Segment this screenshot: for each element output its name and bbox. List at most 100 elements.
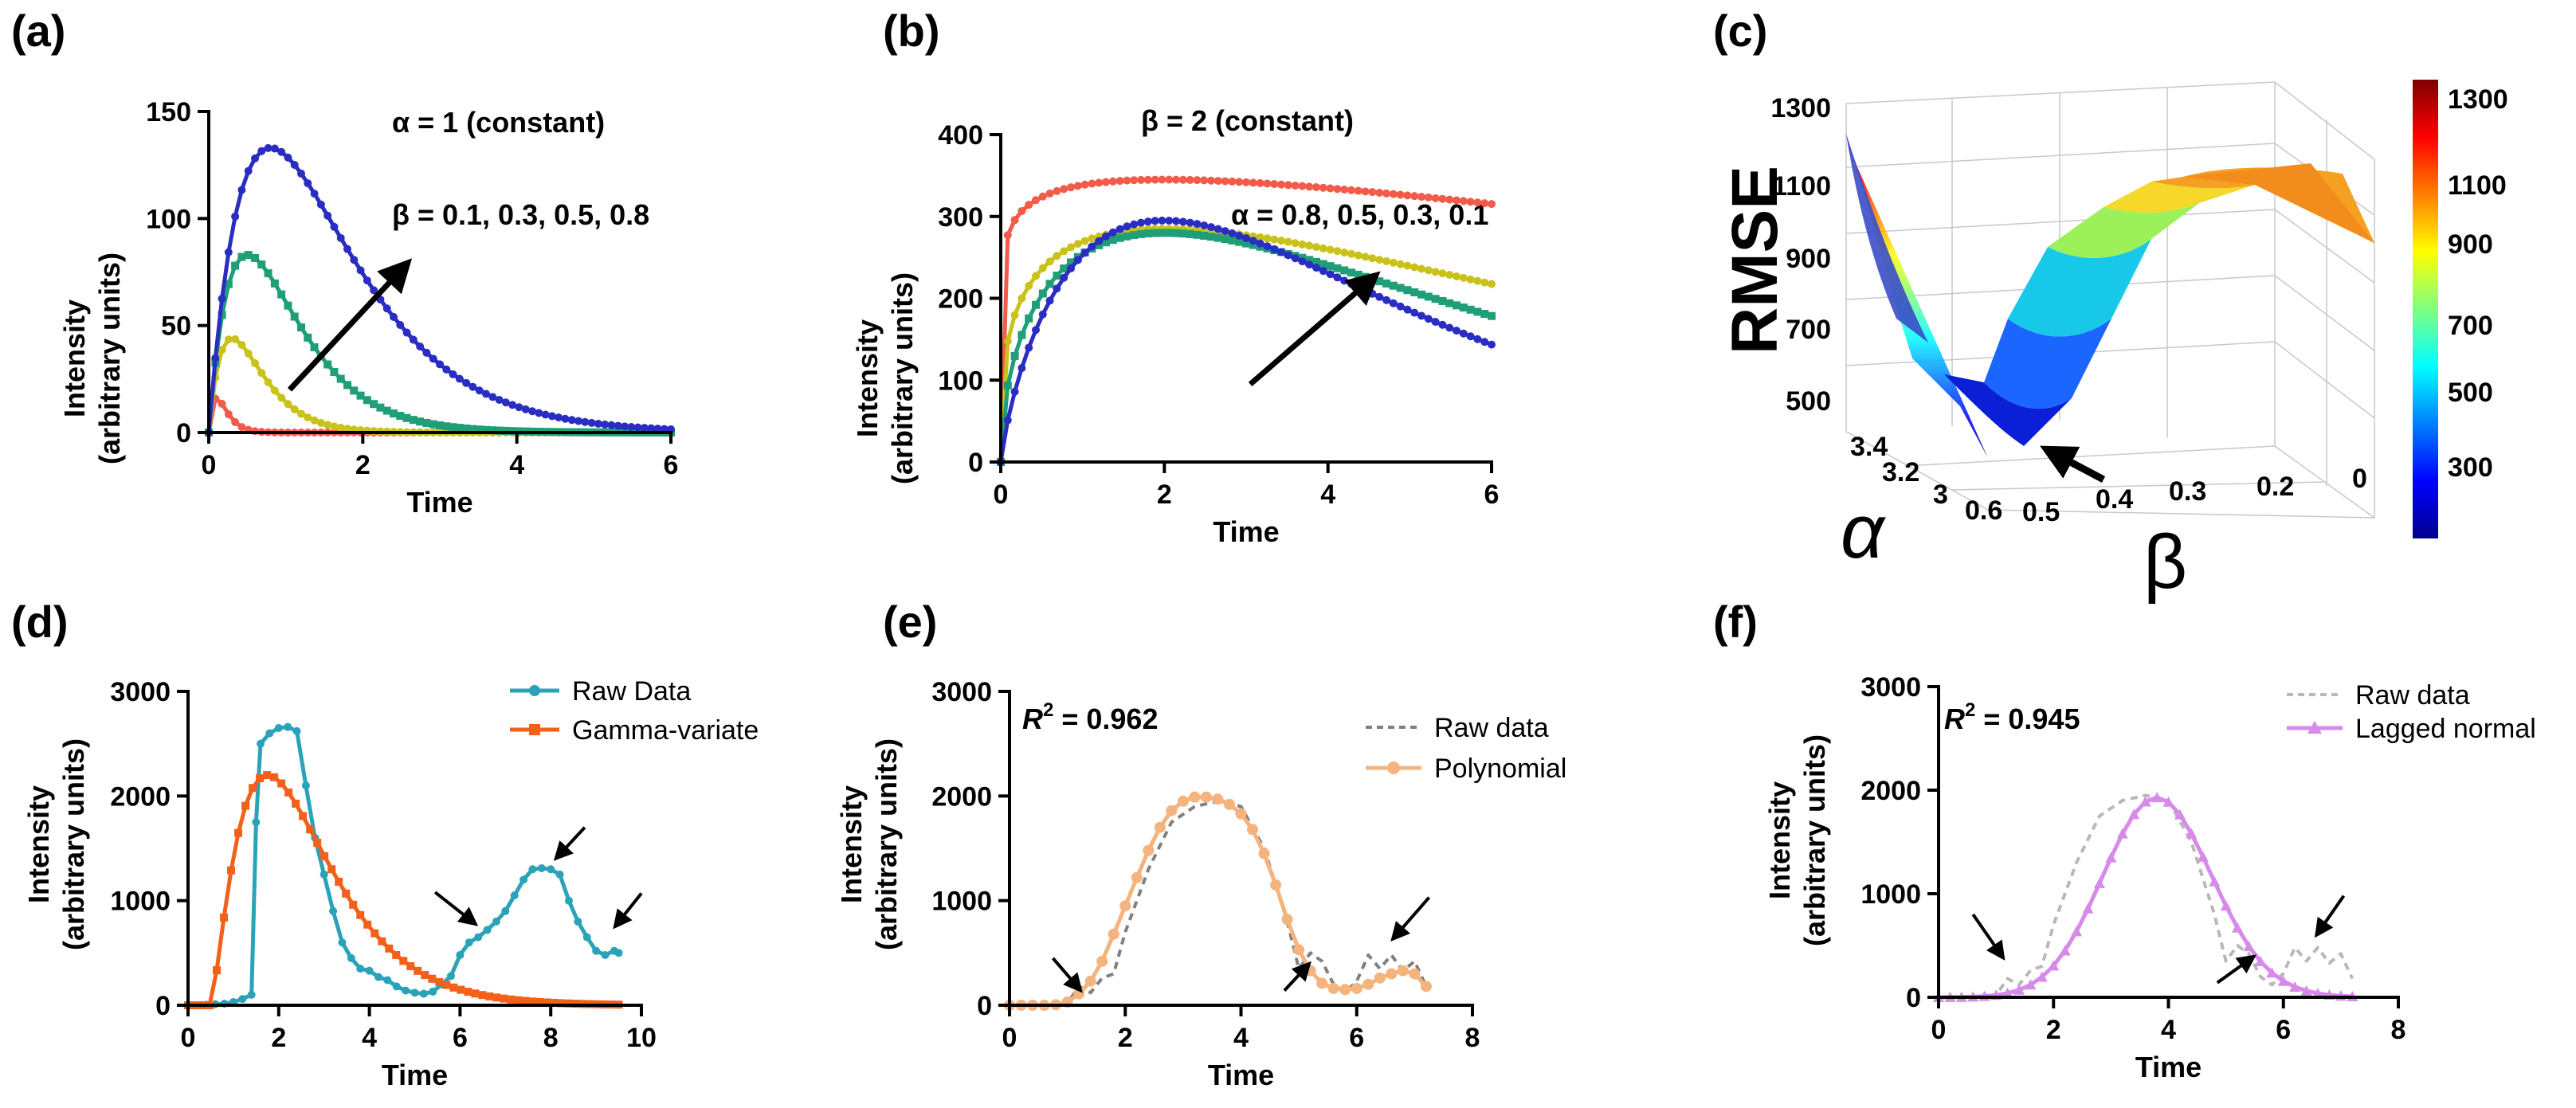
data-point-b-2-23 <box>1158 229 1166 237</box>
data-point-b-1-44 <box>1305 241 1314 250</box>
data-point-d-1-26 <box>371 929 379 938</box>
data-point-a-3-65 <box>633 423 642 432</box>
data-point-b-1-59 <box>1410 263 1419 272</box>
x-tick-label-f-0: 0 <box>1931 1015 1947 1045</box>
data-point-b-1-39 <box>1270 235 1279 244</box>
data-point-d-0-49 <box>614 949 623 957</box>
data-point-b-0-24 <box>1165 175 1174 184</box>
data-point-b-3-4 <box>1025 343 1033 352</box>
annotation-a-2: β = 0.1, 0.3, 0.5, 0.8 <box>392 198 649 231</box>
data-point-b-3-25 <box>1172 217 1180 225</box>
y-axis-subtitle-b: (arbitrary units) <box>886 272 919 484</box>
y-tick-label-f-3: 3000 <box>1860 672 1921 703</box>
panel-label-c: (c) <box>1713 6 1767 56</box>
data-point-b-0-45 <box>1312 183 1320 192</box>
data-point-d-0-37 <box>510 891 519 900</box>
data-point-b-0-36 <box>1249 178 1257 187</box>
series-line-f-1 <box>1938 795 2353 1000</box>
data-point-b-3-58 <box>1403 305 1412 314</box>
data-point-b-0-26 <box>1178 175 1187 184</box>
surface-patch-1 <box>1984 319 2111 409</box>
data-point-a-3-58 <box>587 418 596 427</box>
data-point-b-0-64 <box>1445 195 1454 204</box>
data-point-a-3-46 <box>508 401 517 409</box>
annotation-b-2: α = 0.8, 0.5, 0.3, 0.1 <box>1231 198 1488 231</box>
data-point-b-0-63 <box>1438 194 1447 203</box>
x-tick-label-a-2: 4 <box>509 450 524 480</box>
data-point-d-1-42 <box>485 992 494 1000</box>
y-tick-label-d-2: 2000 <box>110 781 171 812</box>
data-point-b-3-15 <box>1102 232 1110 241</box>
data-point-f-1-22 <box>2186 828 2198 839</box>
data-point-d-1-31 <box>406 961 415 970</box>
data-point-d-1-39 <box>464 988 472 996</box>
data-point-d-1-51 <box>550 998 559 1007</box>
data-point-d-1-24 <box>356 910 365 919</box>
y-tick-label-e-1: 1000 <box>931 887 992 917</box>
data-point-d-1-13 <box>277 779 286 788</box>
data-point-b-3-26 <box>1178 217 1187 226</box>
legend-marker-gamma-d <box>529 724 540 735</box>
data-point-f-1-31 <box>2289 981 2301 992</box>
data-point-d-0-43 <box>564 896 573 905</box>
data-point-d-1-20 <box>327 865 336 874</box>
alpha-tick-0.6: 0.6 <box>1965 495 2002 526</box>
data-point-a-3-42 <box>482 390 490 398</box>
data-point-a-3-62 <box>614 421 622 430</box>
data-point-a-3-23 <box>356 266 365 275</box>
data-point-b-2-57 <box>1396 284 1405 292</box>
data-point-b-0-29 <box>1200 176 1209 185</box>
legend-marker-lagged-f <box>2307 721 2322 734</box>
data-point-f-1-28 <box>2254 955 2266 966</box>
data-point-d-1-11 <box>263 771 272 780</box>
surface-patch-6 <box>2183 163 2374 243</box>
x-tick-label-d-0: 0 <box>181 1023 196 1053</box>
x-tick-label-d-1: 2 <box>271 1023 286 1053</box>
series-line-a-1 <box>206 337 671 435</box>
data-point-a-3-18 <box>323 211 332 220</box>
beta-tick-0.3: 0.3 <box>2169 476 2206 507</box>
data-point-b-0-12 <box>1080 180 1089 189</box>
data-point-a-3-21 <box>343 245 351 253</box>
y-axis-subtitle-d: (arbitrary units) <box>57 738 90 950</box>
alpha-tick-3.4: 3.4 <box>1850 432 1888 462</box>
data-point-b-3-67 <box>1466 332 1475 341</box>
legend-label-raw-d: Raw Data <box>572 676 691 707</box>
data-point-a-2-31 <box>409 416 418 425</box>
data-point-b-0-38 <box>1263 179 1272 188</box>
data-point-d-0-45 <box>582 933 591 942</box>
data-point-b-0-41 <box>1284 181 1292 190</box>
data-point-b-3-33 <box>1228 229 1237 237</box>
legend-label-poly-e: Polynomial <box>1434 754 1566 784</box>
data-point-b-3-53 <box>1368 289 1377 298</box>
data-point-a-2-40 <box>469 425 477 433</box>
z-axis-title-c: RMSE <box>1719 166 1791 354</box>
data-point-d-1-43 <box>492 993 501 1002</box>
data-point-a-3-9 <box>264 143 272 152</box>
data-point-b-1-55 <box>1382 256 1390 265</box>
data-point-f-1-26 <box>2232 922 2244 933</box>
data-point-b-0-47 <box>1326 184 1335 193</box>
data-point-f-1-24 <box>2209 875 2221 887</box>
data-point-a-2-25 <box>370 400 378 409</box>
data-point-a-1-7 <box>251 359 259 368</box>
data-point-a-2-7 <box>251 253 259 262</box>
beta-axis-title-c: β <box>2143 519 2187 605</box>
data-point-b-2-64 <box>1445 299 1454 307</box>
data-point-f-1-9 <box>2036 971 2048 982</box>
ztick-c-700: 700 <box>1786 315 1831 345</box>
data-point-a-2-23 <box>356 391 365 400</box>
x-tick-label-f-3: 6 <box>2276 1015 2291 1045</box>
colorbar-tick-500: 500 <box>2448 378 2493 408</box>
data-point-e-1-25 <box>1293 944 1305 956</box>
data-point-f-1-6 <box>2002 987 2013 998</box>
data-point-a-3-33 <box>422 348 431 357</box>
data-point-b-2-70 <box>1488 311 1496 320</box>
data-point-b-2-5 <box>1032 300 1040 309</box>
data-point-b-3-46 <box>1319 267 1327 276</box>
data-point-b-0-42 <box>1291 181 1300 190</box>
data-point-a-3-8 <box>257 147 266 155</box>
data-point-e-1-6 <box>1073 988 1085 1000</box>
data-point-b-0-39 <box>1270 180 1279 189</box>
data-point-b-2-66 <box>1459 303 1468 312</box>
